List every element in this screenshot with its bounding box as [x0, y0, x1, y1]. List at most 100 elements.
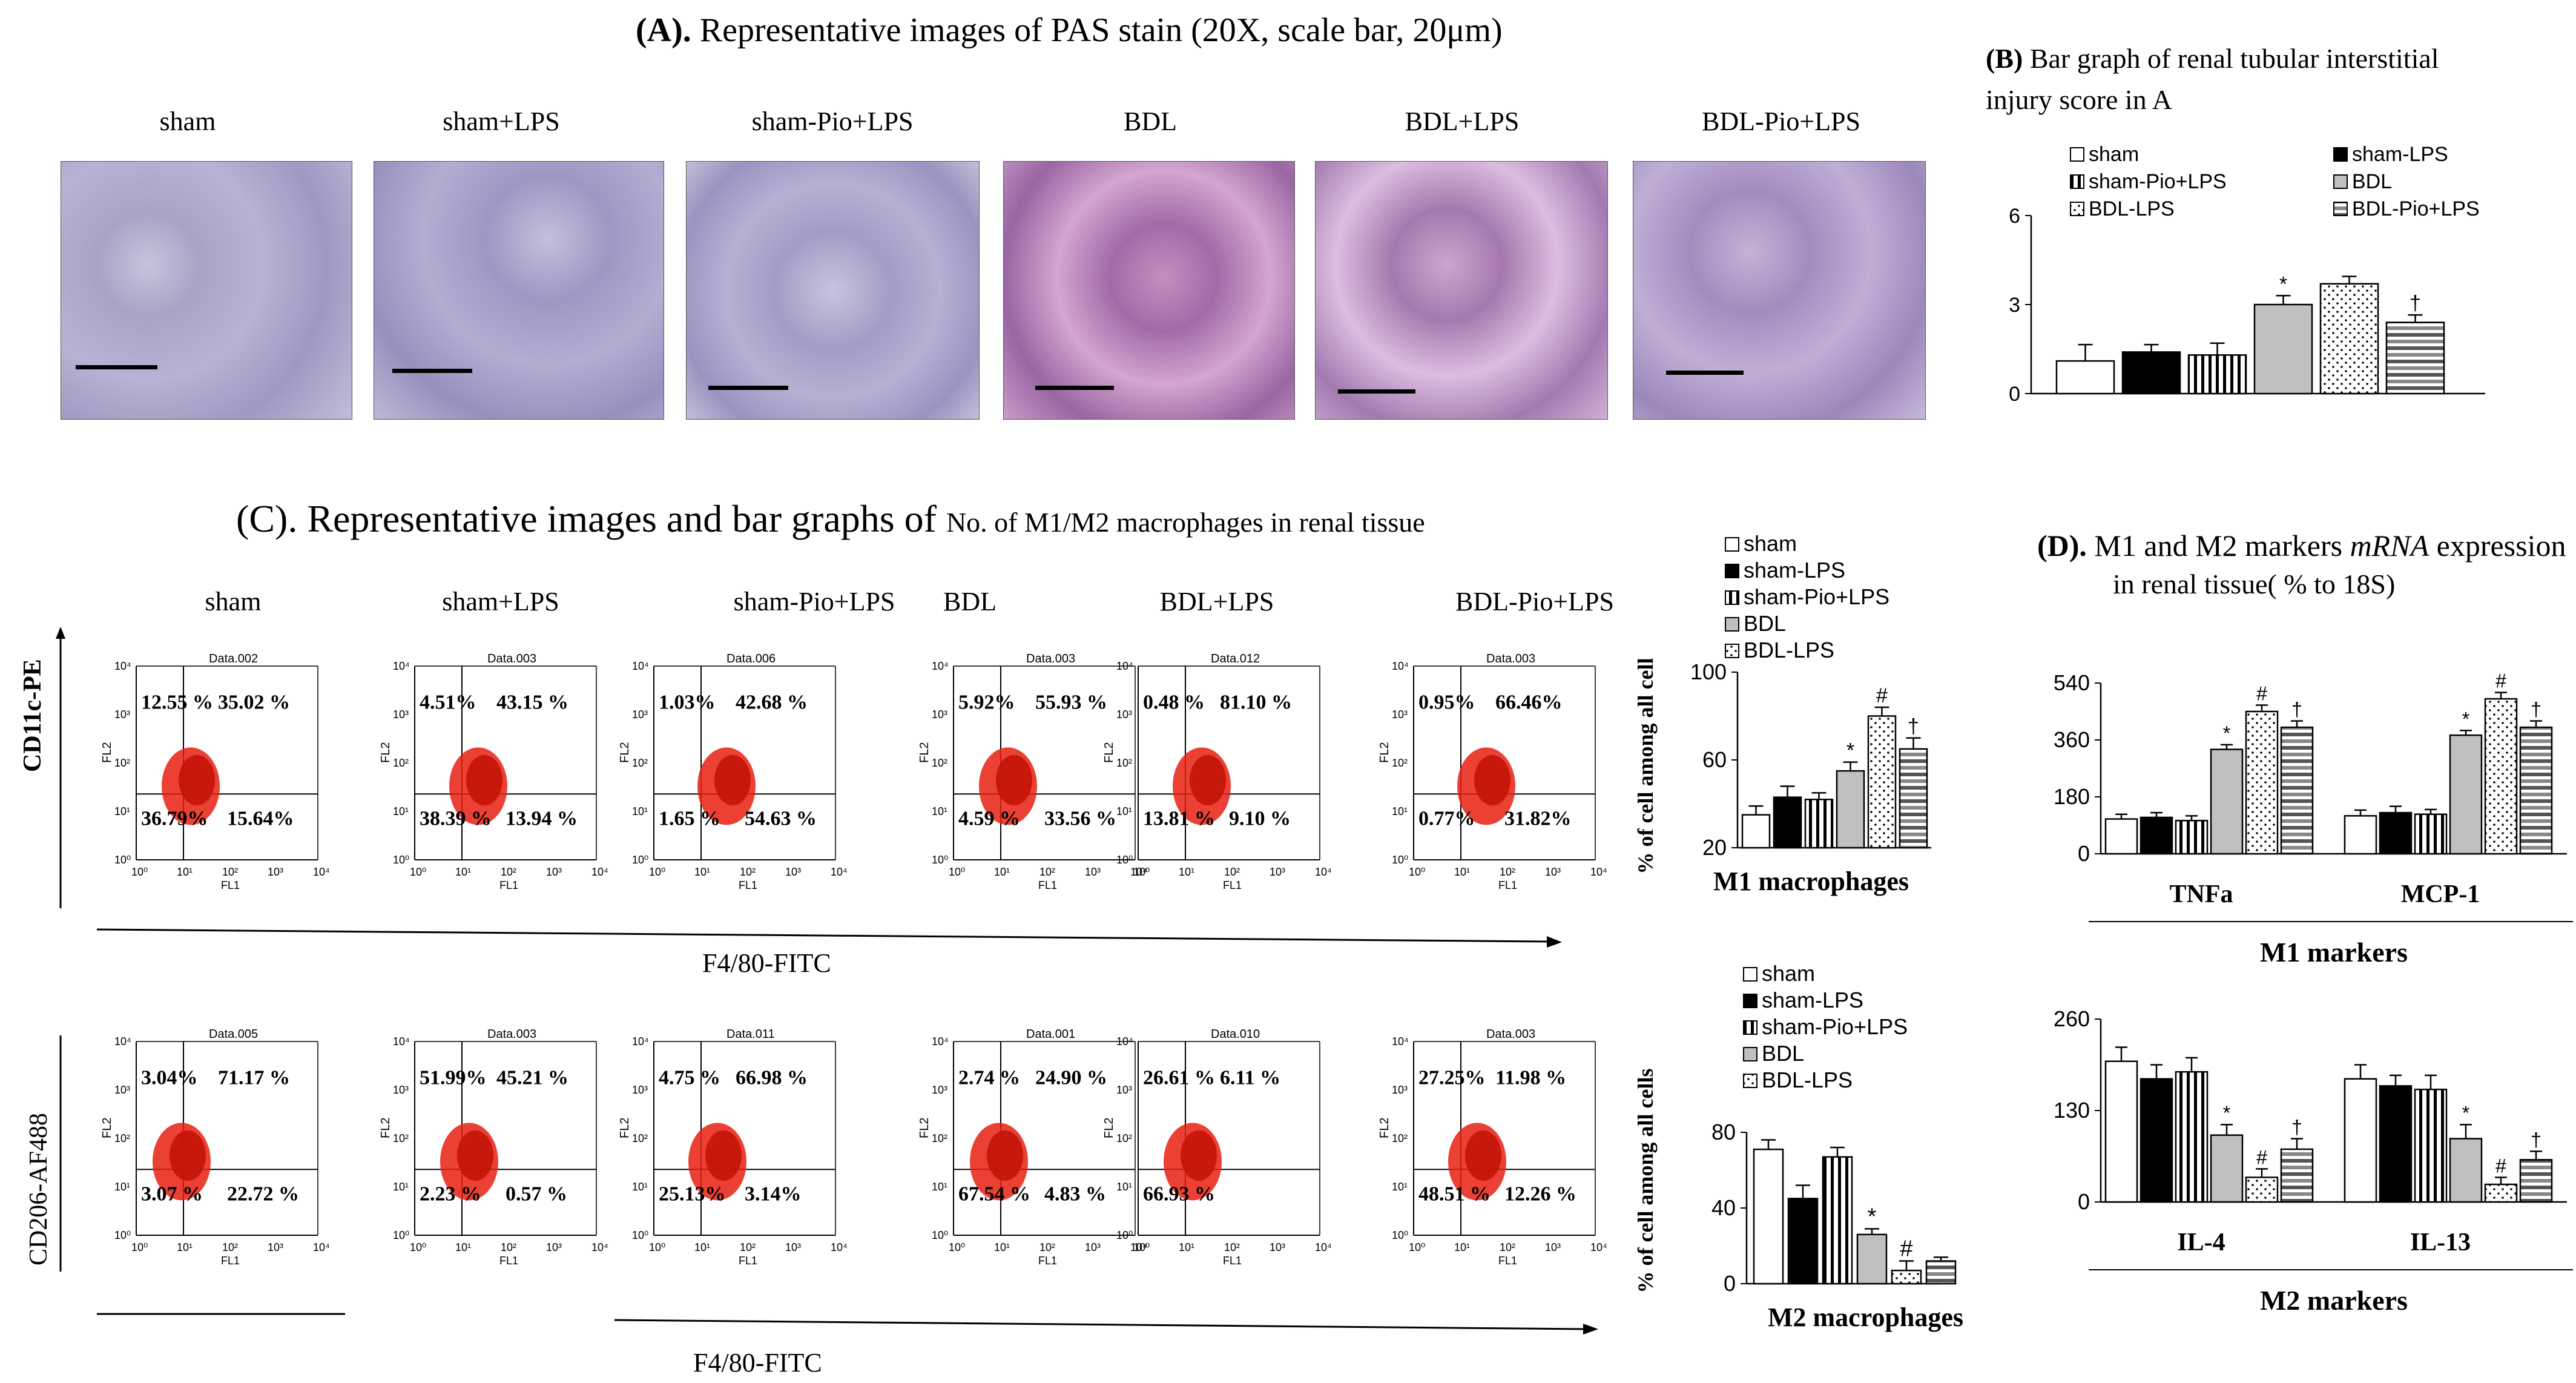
quadrant-ur-value: 55.93 % — [1035, 691, 1107, 713]
bar-chart-y-tick-label: 80 — [1711, 1120, 1736, 1144]
flow-fl2-label: FL2 — [918, 1118, 931, 1138]
quadrant-lr-value: 13.94 % — [506, 807, 578, 830]
flow-x-tick: 10² — [1039, 866, 1055, 878]
bar — [2121, 351, 2181, 395]
flow-y-tick: 10⁰ — [1392, 1229, 1408, 1241]
m1-legend-entry: sham — [1744, 531, 1797, 556]
panel-b-legend-swatch — [2070, 202, 2084, 216]
panel-b-legend-swatch — [2070, 147, 2084, 162]
grouped-y-tick-label: 0 — [2078, 1189, 2090, 1214]
flow-y-tick: 10³ — [632, 1084, 648, 1096]
significance-mark: # — [2495, 670, 2506, 692]
flow-file-label: Data.003 — [487, 652, 536, 665]
quadrant-ll-value: 1.65 % — [659, 807, 720, 830]
flow-fl2-label: FL2 — [379, 1118, 392, 1138]
grouped-bar — [2449, 734, 2483, 855]
flow-x-tick: 10⁴ — [591, 1241, 608, 1253]
panel-d-title: (D). M1 and M2 markers mRNA expression — [2037, 529, 2566, 563]
panel-b-legend-swatch — [2070, 174, 2084, 189]
flow-y-tick: 10² — [393, 757, 409, 769]
bar — [1899, 748, 1928, 849]
flow-x-tick: 10¹ — [177, 1241, 193, 1253]
flow-y-tick: 10⁴ — [393, 1035, 410, 1048]
panel-b-legend-swatch — [2333, 202, 2348, 216]
m2-legend-entry: BDL — [1762, 1041, 1804, 1066]
panel-b-legend-swatch — [2333, 174, 2348, 189]
quadrant-ul-value: 12.55 % — [141, 691, 213, 713]
grouped-bar — [2519, 1159, 2553, 1203]
grouped-bar — [2104, 818, 2138, 855]
m2-legend-entry: sham — [1762, 961, 1815, 986]
flow-x-tick: 10⁰ — [410, 866, 426, 878]
flow-file-label: Data.002 — [209, 652, 258, 665]
flow-y-tick: 10⁴ — [1392, 660, 1409, 672]
quadrant-ll-value: 36.79% — [141, 807, 208, 830]
flow-x-tick: 10⁴ — [313, 866, 330, 878]
quadrant-ll-value: 66.93 % — [1143, 1183, 1215, 1205]
flow-y-tick: 10⁴ — [1116, 660, 1133, 672]
significance-mark: † — [2410, 292, 2421, 315]
flow-fl1-label: FL1 — [739, 1255, 757, 1267]
flow-y-tick: 10² — [1116, 1132, 1132, 1144]
pas-group-label: sham-Pio+LPS — [751, 107, 914, 136]
flow-x-tick: 10² — [1500, 1241, 1515, 1253]
flow-y-tick: 10¹ — [393, 805, 409, 817]
flow-fl1-label: FL1 — [499, 879, 518, 891]
flow-y-tick: 10¹ — [1116, 805, 1132, 817]
flow-y-tick: 10² — [1392, 1132, 1408, 1144]
flow-y-tick: 10⁰ — [114, 854, 131, 866]
significance-mark: # — [1900, 1236, 1912, 1262]
flow-x-tick: 10⁰ — [1133, 1241, 1150, 1253]
x-axis-arrowhead — [1547, 936, 1562, 948]
pas-group-label: BDL-Pio+LPS — [1702, 107, 1860, 136]
flow-x-tick: 10¹ — [1179, 1241, 1194, 1253]
flow-x-tick: 10¹ — [1454, 866, 1470, 878]
panel-b-legend-entry: BDL — [2352, 170, 2392, 193]
flow-x-tick: 10³ — [1085, 866, 1101, 878]
flow-fl2-label: FL2 — [1102, 1118, 1116, 1138]
flow-x-tick: 10² — [1224, 866, 1240, 878]
grouped-bar — [2210, 748, 2244, 855]
bar-chart-y-tick-label: 6 — [2009, 205, 2020, 228]
panel-a-title: (A). Representative images of PAS stain … — [636, 12, 1503, 49]
quadrant-ur-value: 6.11 % — [1220, 1066, 1280, 1089]
x-axis-arrow-line-bottom — [614, 1319, 1587, 1330]
flow-file-label: Data.011 — [726, 1028, 775, 1041]
grouped-category-label: MCP-1 — [2401, 880, 2480, 908]
m2-legend-swatch — [1743, 967, 1757, 982]
flow-x-tick: 10² — [740, 1241, 756, 1253]
flow-y-tick: 10¹ — [632, 805, 648, 817]
flow-x-tick: 10¹ — [694, 866, 710, 878]
panel-b-title: (B) Bar graph of renal tubular interstit… — [1986, 43, 2439, 74]
flow-y-tick: 10¹ — [932, 1181, 947, 1193]
flow-fl1-label: FL1 — [1038, 1255, 1057, 1267]
flow-file-label: Data.003 — [1026, 652, 1075, 665]
flow-x-tick: 10² — [1039, 1241, 1055, 1253]
flow-x-tick: 10² — [222, 1241, 238, 1253]
flow-y-tick: 10⁰ — [932, 1229, 948, 1241]
flow-fl2-label: FL2 — [618, 742, 631, 763]
significance-mark: # — [1876, 684, 1888, 707]
flow-x-tick: 10⁴ — [1315, 1241, 1332, 1253]
flow-x-tick: 10⁰ — [1409, 866, 1425, 878]
grouped-bar — [2379, 1085, 2413, 1203]
flow-y-tick: 10¹ — [632, 1181, 648, 1193]
quadrant-ur-value: 35.02 % — [218, 691, 290, 713]
flow-x-tick: 10¹ — [455, 866, 471, 878]
quadrant-ll-value: 38.39 % — [420, 807, 492, 830]
grouped-bar — [2175, 819, 2209, 855]
m2-legend-entry: sham-Pio+LPS — [1762, 1014, 1908, 1039]
grouped-bar — [2210, 1134, 2244, 1203]
flow-y-tick: 10³ — [1392, 708, 1408, 721]
m2-y-axis-label: % of cell among all cells — [1633, 1069, 1658, 1293]
flow-fl2-label: FL2 — [618, 1118, 631, 1138]
flow-y-tick: 10³ — [1116, 708, 1132, 721]
flow-y-tick: 10¹ — [114, 805, 130, 817]
flow-y-tick: 10² — [632, 1132, 648, 1144]
bar-chart-y-tick-label: 100 — [1690, 659, 1727, 684]
quadrant-ll-value: 3.07 % — [141, 1183, 203, 1205]
panel-b-legend-entry: sham-Pio+LPS — [2089, 170, 2227, 193]
flow-y-tick: 10³ — [932, 708, 947, 721]
flow-x-tick: 10⁰ — [949, 866, 965, 878]
flow-y-tick: 10⁰ — [632, 1229, 648, 1241]
